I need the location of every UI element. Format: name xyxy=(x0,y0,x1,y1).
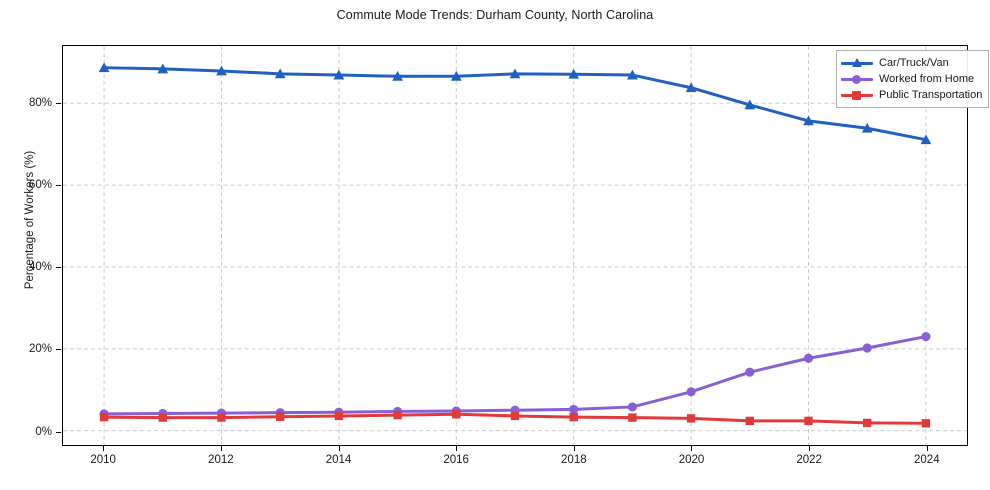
y-tick-label: 20% xyxy=(28,343,52,356)
data-point-marker xyxy=(686,414,696,423)
x-tick-label: 2020 xyxy=(678,454,705,466)
chart-legend[interactable]: Car/Truck/Van Worked from Home Public Tran… xyxy=(836,50,990,108)
square-marker-icon xyxy=(852,91,861,100)
plot-area xyxy=(62,45,968,446)
data-point-marker xyxy=(568,68,580,79)
data-point-marker xyxy=(920,134,932,145)
data-point-marker xyxy=(863,418,872,428)
x-tick-label: 2012 xyxy=(208,454,234,466)
legend-swatch xyxy=(841,88,873,102)
y-axis-tick-labels: 0% 20% 40% 60% 80% xyxy=(0,45,52,446)
y-tick-mark xyxy=(56,184,61,186)
legend-label: Worked from Home xyxy=(879,73,975,85)
series-line xyxy=(102,66,928,142)
series-line xyxy=(102,335,928,416)
series-car-truck-van xyxy=(98,62,932,145)
data-point-marker xyxy=(334,411,344,421)
y-tick-label: 60% xyxy=(28,178,52,191)
data-point-marker xyxy=(157,63,169,74)
data-point-marker xyxy=(861,122,873,133)
circle-marker-icon xyxy=(852,75,861,84)
x-tick-label: 2022 xyxy=(796,454,822,466)
data-point-marker xyxy=(217,413,226,422)
x-tick-mark xyxy=(809,446,811,451)
data-point-marker xyxy=(921,419,931,428)
x-tick-mark xyxy=(456,446,458,451)
series-layer xyxy=(98,62,932,428)
data-point-marker xyxy=(276,412,285,421)
x-tick-label: 2024 xyxy=(914,454,940,466)
x-tick-mark xyxy=(573,446,575,451)
data-point-marker xyxy=(333,69,345,80)
data-point-marker xyxy=(804,416,813,426)
data-point-marker xyxy=(627,69,638,80)
y-tick-mark xyxy=(56,431,61,433)
triangle-marker-icon xyxy=(852,58,862,67)
data-point-marker xyxy=(509,68,521,79)
data-point-marker xyxy=(452,410,461,419)
series-worked-from-home xyxy=(99,331,931,419)
data-point-marker xyxy=(745,367,755,377)
grid-layer xyxy=(63,46,967,445)
data-point-marker xyxy=(450,70,462,81)
y-tick-label: 40% xyxy=(28,261,52,274)
y-tick-mark xyxy=(56,349,61,351)
legend-label: Car/Truck/Van xyxy=(879,57,949,69)
data-point-marker xyxy=(686,387,696,397)
data-point-marker xyxy=(216,65,227,76)
x-tick-label: 2016 xyxy=(443,454,469,466)
data-point-marker xyxy=(98,62,110,73)
data-point-marker xyxy=(510,411,520,421)
data-point-marker xyxy=(392,70,403,81)
x-tick-label: 2010 xyxy=(90,454,116,466)
data-point-marker xyxy=(99,412,109,422)
x-tick-mark xyxy=(338,446,340,451)
y-tick-mark xyxy=(56,267,61,269)
legend-item[interactable]: Car/Truck/Van xyxy=(841,55,982,71)
data-point-marker xyxy=(803,115,814,126)
x-tick-mark xyxy=(103,446,105,451)
x-tick-mark xyxy=(691,446,693,451)
data-point-marker xyxy=(745,416,754,426)
legend-swatch xyxy=(841,56,873,70)
y-tick-mark xyxy=(56,102,61,104)
data-point-marker xyxy=(803,353,814,363)
data-point-marker xyxy=(685,82,697,93)
legend-item[interactable]: Public Transportation xyxy=(841,87,982,103)
legend-label: Public Transportation xyxy=(879,89,983,101)
y-tick-label: 0% xyxy=(35,425,52,438)
data-point-marker xyxy=(744,99,756,110)
data-point-marker xyxy=(393,410,402,420)
data-point-marker xyxy=(569,404,579,414)
data-point-marker xyxy=(921,331,931,342)
data-point-marker xyxy=(569,412,578,422)
y-tick-label: 80% xyxy=(28,96,52,109)
data-point-marker xyxy=(274,68,286,79)
legend-item[interactable]: Worked from Home xyxy=(841,71,982,87)
data-point-marker xyxy=(628,413,637,422)
legend-swatch xyxy=(841,72,873,86)
series-public-transportation xyxy=(99,410,931,428)
x-tick-label: 2018 xyxy=(561,454,587,466)
data-point-marker xyxy=(627,402,637,412)
x-tick-mark xyxy=(926,446,928,451)
x-tick-label: 2014 xyxy=(325,454,352,466)
data-point-marker xyxy=(158,413,167,422)
x-tick-mark xyxy=(220,446,222,451)
data-point-marker xyxy=(862,343,872,353)
chart-title: Commute Mode Trends: Durham County, Nort… xyxy=(336,8,654,22)
